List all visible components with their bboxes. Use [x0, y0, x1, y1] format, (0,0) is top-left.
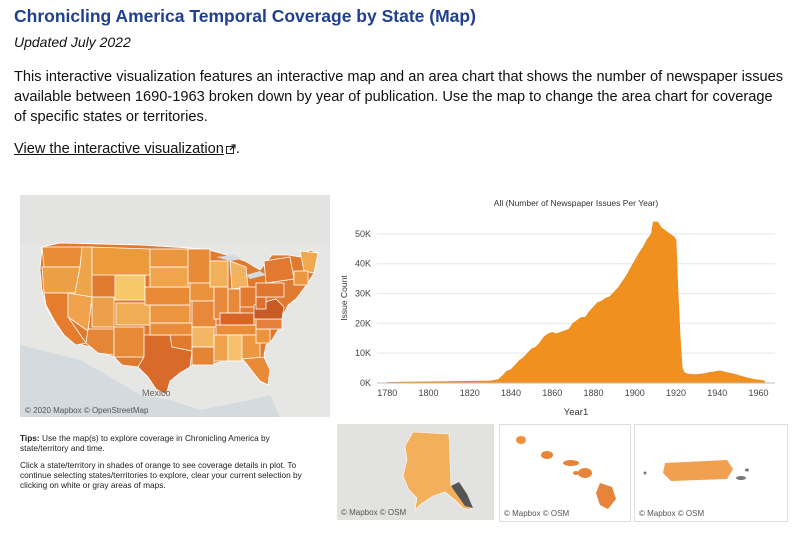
- puerto-rico-attribution: © Mapbox © OSM: [639, 509, 705, 518]
- y-tick-label: 20K: [355, 318, 371, 328]
- island-lanai[interactable]: [573, 471, 579, 475]
- hawaii-map[interactable]: [500, 425, 630, 521]
- tips-line-1: Tips: Use the map(s) to explore coverage…: [20, 433, 320, 453]
- state-new-england[interactable]: [293, 270, 309, 286]
- state-north-dakota[interactable]: [149, 248, 189, 268]
- state-colorado[interactable]: [115, 302, 151, 326]
- view-visualization-link[interactable]: View the interactive visualization: [14, 141, 224, 157]
- x-tick-label: 1840: [501, 388, 521, 398]
- hawaii-attribution: © Mapbox © OSM: [504, 509, 570, 518]
- x-tick-label: 1880: [584, 388, 604, 398]
- territory-puerto-rico[interactable]: [663, 460, 733, 481]
- island-mona: [643, 471, 647, 475]
- alaska-panhandle: [451, 482, 473, 508]
- state-montana[interactable]: [89, 246, 151, 276]
- state-pennsylvania[interactable]: [255, 282, 285, 298]
- external-link-icon: [225, 144, 236, 155]
- us-map[interactable]: Mexico: [20, 195, 330, 417]
- state-missouri[interactable]: [191, 300, 217, 328]
- visualization-link-line: View the interactive visualization.: [14, 141, 240, 157]
- x-tick-label: 1920: [666, 388, 686, 398]
- state-west-virginia[interactable]: [255, 296, 267, 310]
- x-tick-label: 1940: [707, 388, 727, 398]
- puerto-rico-map-panel[interactable]: © Mapbox © OSM: [634, 424, 788, 522]
- x-tick-label: 1960: [748, 388, 768, 398]
- state-indiana[interactable]: [227, 288, 241, 314]
- state-oklahoma[interactable]: [149, 322, 193, 336]
- state-texas[interactable]: [137, 334, 193, 396]
- state-washington[interactable]: [41, 246, 83, 268]
- state-minnesota[interactable]: [187, 248, 211, 284]
- tips-box: Tips: Use the map(s) to explore coverage…: [20, 433, 320, 497]
- y-tick-label: 50K: [355, 229, 371, 239]
- state-south-dakota[interactable]: [149, 266, 189, 288]
- state-mississippi[interactable]: [213, 334, 229, 362]
- ocean-south: [20, 345, 280, 417]
- state-utah[interactable]: [91, 296, 115, 328]
- state-louisiana[interactable]: [191, 346, 215, 366]
- island-culebra: [745, 468, 749, 472]
- state-new-mexico[interactable]: [113, 326, 145, 358]
- us-map-panel[interactable]: Mexico © 2020 Mapbox © OpenStreetMap: [20, 195, 330, 417]
- state-new-york[interactable]: [263, 256, 295, 284]
- great-lakes: [216, 255, 266, 279]
- state-alabama[interactable]: [227, 334, 243, 362]
- island-maui[interactable]: [578, 468, 592, 478]
- alaska-map[interactable]: [337, 424, 494, 520]
- page-title: Chronicling America Temporal Coverage by…: [14, 6, 476, 26]
- chart-title: All (Number of Newspaper Issues Per Year…: [494, 198, 659, 208]
- state-kentucky[interactable]: [219, 312, 255, 326]
- x-tick-label: 1820: [460, 388, 480, 398]
- y-axis-label: Issue Count: [339, 275, 349, 321]
- updated-date: Updated July 2022: [14, 34, 131, 50]
- y-tick-label: 10K: [355, 348, 371, 358]
- state-wisconsin[interactable]: [209, 260, 229, 288]
- y-tick-label: 0K: [360, 378, 371, 388]
- alaska-map-panel[interactable]: © Mapbox © OSM: [337, 424, 494, 520]
- puerto-rico-map[interactable]: [635, 425, 787, 521]
- island-kauai[interactable]: [516, 436, 526, 444]
- tips-text-2: Click a state/territory in shades of ora…: [20, 460, 302, 490]
- island-hawaii[interactable]: [596, 483, 616, 509]
- island-molokai[interactable]: [563, 460, 579, 466]
- island-oahu[interactable]: [541, 451, 553, 459]
- x-tick-label: 1900: [625, 388, 645, 398]
- alaska-attribution: © Mapbox © OSM: [341, 508, 407, 517]
- series-area-issue-count[interactable]: [386, 221, 766, 384]
- state-florida[interactable]: [241, 356, 271, 386]
- state-arkansas[interactable]: [191, 326, 215, 348]
- state-kansas[interactable]: [149, 304, 191, 324]
- y-tick-label: 40K: [355, 259, 371, 269]
- state-oregon[interactable]: [41, 266, 81, 294]
- state-nebraska[interactable]: [144, 286, 191, 306]
- mexico-label: Mexico: [142, 388, 171, 398]
- state-south-carolina[interactable]: [255, 328, 271, 344]
- state-wyoming[interactable]: [114, 274, 146, 301]
- x-tick-label: 1860: [542, 388, 562, 398]
- area-chart[interactable]: 0K 10K 20K 30K 40K 50K 1780 1800 1820 1840 1860 188…: [335, 195, 790, 420]
- canada-land: [20, 195, 330, 245]
- link-period: .: [235, 141, 240, 157]
- x-axis-label: Year1: [564, 407, 588, 418]
- state-tennessee[interactable]: [215, 324, 257, 336]
- tips-text-1: Use the map(s) to explore coverage in Ch…: [20, 433, 270, 453]
- description: This interactive visualization features …: [14, 69, 784, 125]
- map-attribution: © 2020 Mapbox © OpenStreetMap: [25, 406, 149, 415]
- state-arizona[interactable]: [85, 328, 115, 356]
- state-ohio[interactable]: [239, 286, 257, 308]
- island-vieques: [736, 476, 746, 480]
- tips-label: Tips:: [20, 433, 40, 443]
- hawaii-map-panel[interactable]: © Mapbox © OSM: [499, 424, 631, 522]
- state-maine[interactable]: [299, 250, 319, 274]
- y-tick-label: 30K: [355, 289, 371, 299]
- state-north-carolina[interactable]: [255, 318, 283, 330]
- x-tick-label: 1780: [377, 388, 397, 398]
- x-tick-label: 1800: [419, 388, 439, 398]
